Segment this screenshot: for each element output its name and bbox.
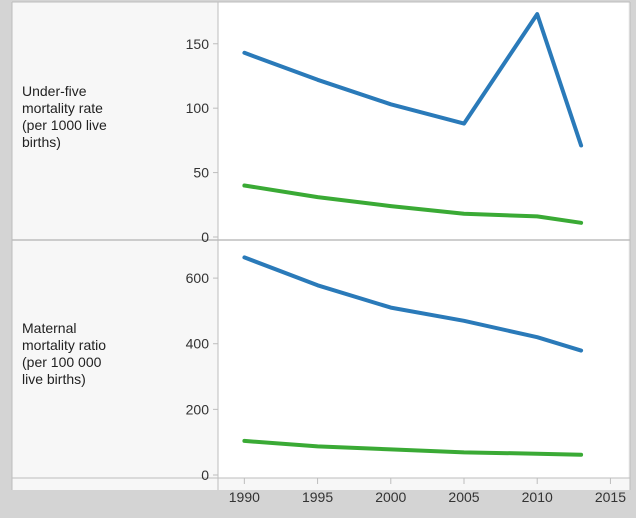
panel-1-y-tick-label: 0 bbox=[201, 229, 209, 245]
panel-2-y-tick-label: 0 bbox=[201, 467, 209, 483]
panel-1-y-tick-label: 50 bbox=[193, 165, 209, 181]
panel-1-y-tick-label: 150 bbox=[186, 36, 210, 52]
panel-2-y-tick-label: 400 bbox=[186, 336, 210, 352]
x-tick-label: 1990 bbox=[229, 489, 260, 505]
x-tick-label: 2015 bbox=[595, 489, 626, 505]
panel-2-y-tick-label: 600 bbox=[186, 270, 210, 286]
x-tick-label: 2005 bbox=[448, 489, 479, 505]
panel-2-series-2-line bbox=[242, 438, 584, 457]
panel-1-series-2-line bbox=[242, 183, 584, 225]
x-tick-label: 1995 bbox=[302, 489, 333, 505]
x-tick-label: 2010 bbox=[522, 489, 553, 505]
panel-2-series-1-line bbox=[242, 255, 584, 353]
x-tick-label: 2000 bbox=[375, 489, 406, 505]
panel-2-y-axis-label: Maternal mortality ratio (per 100 000 li… bbox=[22, 320, 107, 387]
panel-1-y-tick-label: 100 bbox=[186, 100, 210, 116]
panel-1-series-1-line bbox=[242, 12, 584, 148]
panel-1-y-axis-label: Under-five mortality rate (per 1000 live… bbox=[22, 83, 107, 150]
panel-2-y-tick-label: 200 bbox=[186, 401, 210, 417]
